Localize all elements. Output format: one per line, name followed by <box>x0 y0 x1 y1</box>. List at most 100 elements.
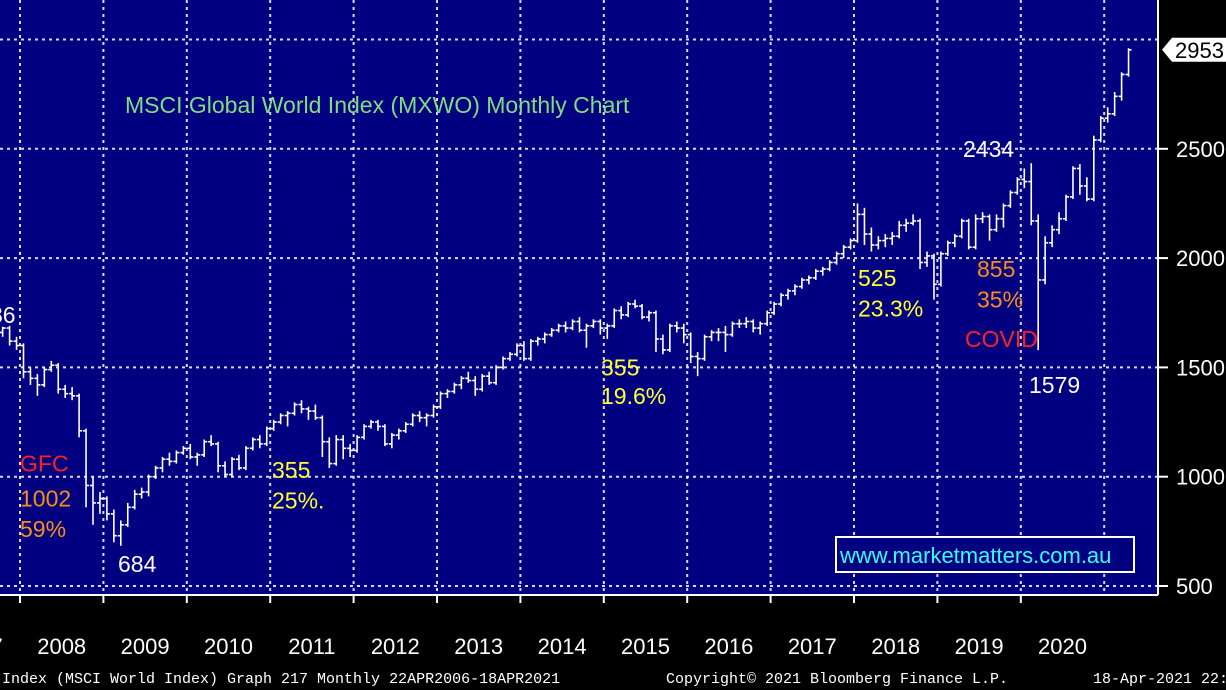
ohlc-bar <box>263 426 270 447</box>
ohlc-bar <box>103 496 110 521</box>
ohlc-bar <box>527 338 534 361</box>
ohlc-bar <box>625 301 632 318</box>
annotation-label: 1579 <box>1029 372 1080 398</box>
ohlc-bar <box>326 437 333 468</box>
ohlc-bar <box>249 437 256 451</box>
ohlc-bar <box>96 492 103 514</box>
ohlc-bar <box>833 251 840 265</box>
ohlc-bar <box>520 341 527 361</box>
x-axis: 2007 2008 2009 2010 2011 2012 2013 2014 2015 2016… <box>0 594 1158 659</box>
ohlc-bar <box>319 415 326 458</box>
y-tick-label: 1000 <box>1176 465 1225 490</box>
ohlc-bar <box>451 382 458 394</box>
annotation-label: 2434 <box>963 136 1014 162</box>
ohlc-bar <box>110 509 117 543</box>
ohlc-bar <box>590 319 597 329</box>
ohlc-bar <box>430 404 437 418</box>
ohlc-bar <box>910 214 917 226</box>
ohlc-bar <box>673 321 680 333</box>
ohlc-bar <box>986 214 993 241</box>
ohlc-bar <box>958 218 965 239</box>
ohlc-bar <box>465 371 472 383</box>
ohlc-bar <box>62 384 69 399</box>
ohlc-bar <box>951 234 958 248</box>
ohlc-bar <box>48 360 55 372</box>
ohlc-bar <box>284 411 291 427</box>
x-tick-label: 2010 <box>204 634 253 659</box>
ohlc-bar <box>305 406 312 420</box>
ohlc-bar <box>1014 177 1021 195</box>
website-box[interactable]: www.marketmatters.com.au <box>835 536 1135 573</box>
plot-area <box>0 0 1158 595</box>
ohlc-bar <box>41 367 48 388</box>
ohlc-bar <box>1028 163 1035 226</box>
annotation-label: 525 <box>858 265 896 291</box>
ohlc-bar <box>805 275 812 285</box>
annotation-label: GFC <box>20 451 69 477</box>
y-tick-label: 2500 <box>1176 137 1225 162</box>
ohlc-bar <box>1049 225 1056 248</box>
y-tick-label: 1500 <box>1176 355 1225 380</box>
ohlc-bar <box>993 214 1000 232</box>
ohlc-bar <box>1076 164 1083 195</box>
annotation-label: 684 <box>118 551 157 577</box>
ohlc-bar <box>715 328 722 342</box>
ohlc-bar <box>312 404 319 420</box>
x-tick-label: 2013 <box>454 634 503 659</box>
ohlc-bar <box>90 476 96 525</box>
ohlc-bar <box>159 457 166 473</box>
annotation-label: 25%. <box>272 488 324 514</box>
ohlc-bar <box>882 234 889 248</box>
y-tick-label: 500 <box>1176 574 1213 599</box>
ohlc-bar <box>972 214 979 250</box>
footer-timestamp: 18-Apr-2021 22: <box>1093 671 1226 688</box>
x-tick-label: 2017 <box>788 634 837 659</box>
ohlc-bar <box>1000 203 1007 228</box>
ohlc-bar <box>687 332 694 364</box>
ohlc-bar <box>55 363 62 394</box>
ohlc-bar <box>903 218 910 232</box>
ohlc-bar <box>368 419 374 429</box>
ohlc-bar <box>652 310 659 353</box>
ohlc-bar <box>764 310 771 326</box>
footer-security-info: Index (MSCI World Index) Graph 217 Month… <box>2 671 560 688</box>
ohlc-bar <box>701 334 708 361</box>
ohlc-bar <box>778 293 785 307</box>
ohlc-bar <box>124 502 131 527</box>
ohlc-bar <box>618 306 625 320</box>
ohlc-bar <box>374 419 381 431</box>
ohlc-bar <box>229 457 235 477</box>
ohlc-bar <box>1097 116 1104 143</box>
ohlc-bar <box>76 393 83 438</box>
ohlc-bar <box>1021 168 1028 189</box>
last-price-tag <box>1162 37 1226 62</box>
ohlc-bar <box>646 310 652 322</box>
ohlc-bar <box>875 236 882 250</box>
ohlc-bar <box>173 450 180 464</box>
ohlc-bar <box>861 207 868 245</box>
ohlc-bar <box>771 301 778 315</box>
x-tick-label: 2019 <box>955 634 1004 659</box>
ohlc-bar <box>659 334 666 355</box>
ohlc-bar <box>298 400 305 414</box>
ohlc-bar <box>555 323 562 333</box>
ohlc-bar <box>604 323 611 339</box>
ohlc-bar <box>680 323 687 344</box>
ohlc-bar <box>493 365 500 385</box>
ohlc-bar <box>194 452 201 466</box>
ohlc-bar <box>277 413 284 425</box>
price-bars <box>0 48 1132 546</box>
ohlc-bar <box>743 317 750 329</box>
ohlc-bar <box>979 212 986 224</box>
ohlc-bar <box>639 304 646 320</box>
website-link[interactable]: www.marketmatters.com.au <box>839 543 1111 568</box>
y-axis: 500 1000 1500 2000 2500 2953 <box>1157 0 1226 599</box>
x-tick-label: 2014 <box>538 634 587 659</box>
x-tick-label: 2007 <box>0 634 3 659</box>
ohlc-bar <box>513 343 520 357</box>
ohlc-bar <box>201 439 208 458</box>
x-tick-label: 2018 <box>871 634 920 659</box>
ohlc-bar <box>444 389 451 399</box>
ohlc-bar <box>736 319 743 329</box>
website-box-frame <box>835 536 1135 573</box>
